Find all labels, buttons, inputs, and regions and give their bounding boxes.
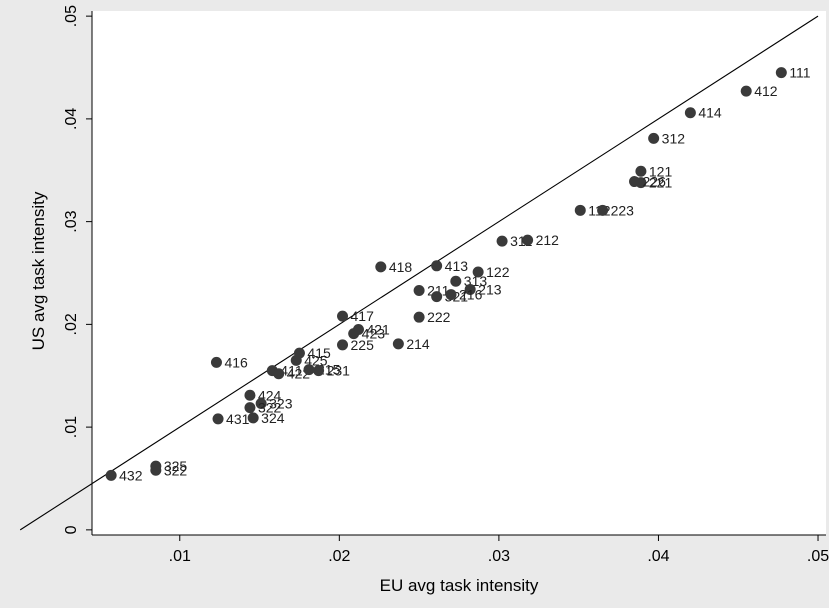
x-axis-label: EU avg task intensity bbox=[380, 576, 539, 595]
data-point-label: 312 bbox=[662, 130, 686, 146]
data-point-label: 231 bbox=[327, 363, 351, 379]
data-point bbox=[247, 412, 259, 424]
data-point-label: 213 bbox=[478, 281, 502, 297]
data-point bbox=[348, 328, 360, 340]
data-point-label: 432 bbox=[119, 467, 143, 483]
data-point bbox=[244, 402, 256, 414]
data-point-label: 212 bbox=[536, 232, 560, 248]
data-point bbox=[105, 469, 117, 481]
data-point bbox=[472, 266, 484, 278]
data-point bbox=[635, 165, 647, 177]
data-point bbox=[740, 85, 752, 97]
y-axis-label: US avg task intensity bbox=[29, 191, 48, 350]
data-point-label: 413 bbox=[445, 258, 469, 274]
y-tick-label: .05 bbox=[63, 5, 80, 27]
data-point-label: 226 bbox=[643, 174, 667, 190]
plot-area bbox=[92, 11, 826, 535]
data-point-label: 412 bbox=[754, 83, 778, 99]
data-point-label: 323 bbox=[269, 395, 293, 411]
data-point-label: 423 bbox=[362, 326, 386, 342]
x-tick-label: .05 bbox=[807, 548, 829, 565]
data-point bbox=[413, 311, 425, 323]
data-point bbox=[244, 389, 256, 401]
data-point-label: 411 bbox=[280, 363, 303, 379]
data-point-label: 223 bbox=[611, 202, 635, 218]
x-tick-label: .01 bbox=[169, 548, 191, 565]
y-tick-label: 0 bbox=[63, 525, 80, 534]
y-tick-label: .04 bbox=[63, 108, 80, 130]
data-point bbox=[150, 464, 162, 476]
data-point bbox=[313, 365, 325, 377]
x-tick-label: .03 bbox=[488, 548, 510, 565]
data-point bbox=[303, 364, 315, 376]
data-point bbox=[413, 284, 425, 296]
data-point bbox=[375, 261, 387, 273]
y-tick-label: .01 bbox=[63, 416, 80, 438]
data-point bbox=[255, 397, 267, 409]
data-point-label: 225 bbox=[351, 337, 375, 353]
y-tick-label: .03 bbox=[63, 210, 80, 232]
data-point bbox=[464, 283, 476, 295]
data-point bbox=[684, 107, 696, 119]
data-point-label: 414 bbox=[698, 105, 722, 121]
data-point bbox=[574, 204, 586, 216]
reference-line bbox=[19, 15, 819, 531]
data-point bbox=[450, 275, 462, 287]
data-point bbox=[496, 235, 508, 247]
data-point bbox=[648, 132, 660, 144]
data-point-label: 421 bbox=[366, 322, 390, 338]
y-tick-label: .02 bbox=[63, 313, 80, 335]
data-point bbox=[210, 356, 222, 368]
data-point-label: 111 bbox=[789, 65, 810, 81]
data-point-label: 322 bbox=[258, 400, 282, 416]
ticks-layer: .01 .02 .03 .04 .05 0 .01 .02 .03 .04 .05 bbox=[63, 5, 829, 565]
data-point-label: 418 bbox=[389, 259, 413, 275]
data-point-label: 121 bbox=[649, 163, 673, 179]
data-point bbox=[290, 354, 302, 366]
data-point-label: 431 bbox=[226, 411, 250, 427]
x-tick-label: .04 bbox=[647, 548, 669, 565]
points-layer: 1114124143121212212261122233112124184131… bbox=[105, 65, 811, 483]
data-point bbox=[431, 260, 443, 272]
data-point-label: 216 bbox=[459, 287, 483, 303]
data-point bbox=[212, 413, 224, 425]
data-point-label: 417 bbox=[351, 308, 375, 324]
data-point-label: 325 bbox=[164, 458, 188, 474]
data-point bbox=[522, 234, 534, 246]
data-point bbox=[273, 368, 285, 380]
data-point bbox=[337, 310, 349, 322]
data-point-label: 222 bbox=[427, 309, 451, 325]
data-point bbox=[597, 204, 609, 216]
data-point bbox=[445, 289, 457, 301]
data-point-label: 324 bbox=[261, 410, 285, 426]
data-point-label: 416 bbox=[224, 354, 248, 370]
data-point bbox=[337, 339, 349, 351]
data-point-label: 122 bbox=[486, 264, 510, 280]
data-point-label: 415 bbox=[307, 345, 331, 361]
data-point-label: 214 bbox=[406, 336, 430, 352]
data-point-label: 221 bbox=[649, 175, 673, 191]
data-point bbox=[629, 176, 641, 188]
data-point bbox=[431, 291, 443, 303]
data-point-label: 322 bbox=[164, 462, 188, 478]
data-point bbox=[775, 67, 787, 79]
data-point bbox=[392, 338, 404, 350]
x-tick-label: .02 bbox=[328, 548, 350, 565]
